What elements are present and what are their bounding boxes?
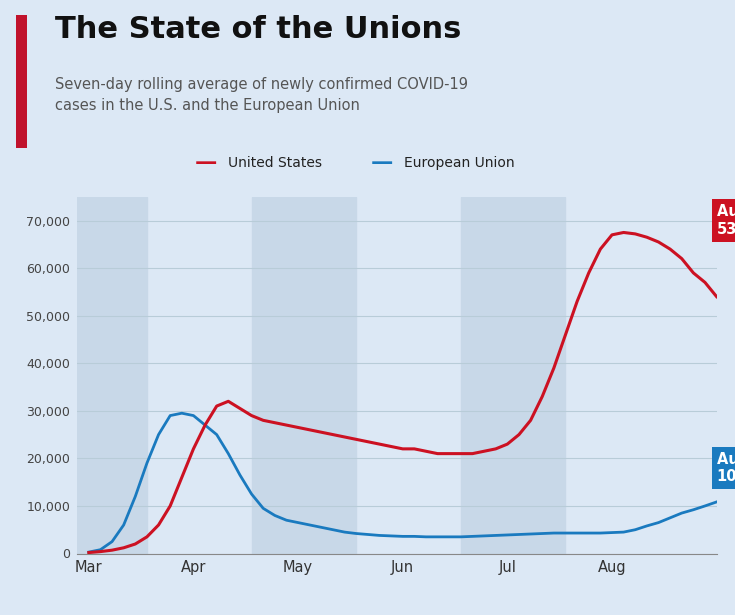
Text: —: — [195,153,217,173]
Text: European Union: European Union [404,156,515,170]
Text: The State of the Unions: The State of the Unions [55,15,462,44]
Text: United States: United States [228,156,322,170]
Bar [77,197,147,554]
Text: Aug 9
10,844: Aug 9 10,844 [717,451,735,484]
Text: Seven-day rolling average of newly confirmed COVID-19
cases in the U.S. and the : Seven-day rolling average of newly confi… [55,77,468,113]
Text: —: — [371,153,393,173]
Text: Aug 9
53,813: Aug 9 53,813 [717,204,735,237]
Bar [461,197,565,554]
Bar [251,197,356,554]
